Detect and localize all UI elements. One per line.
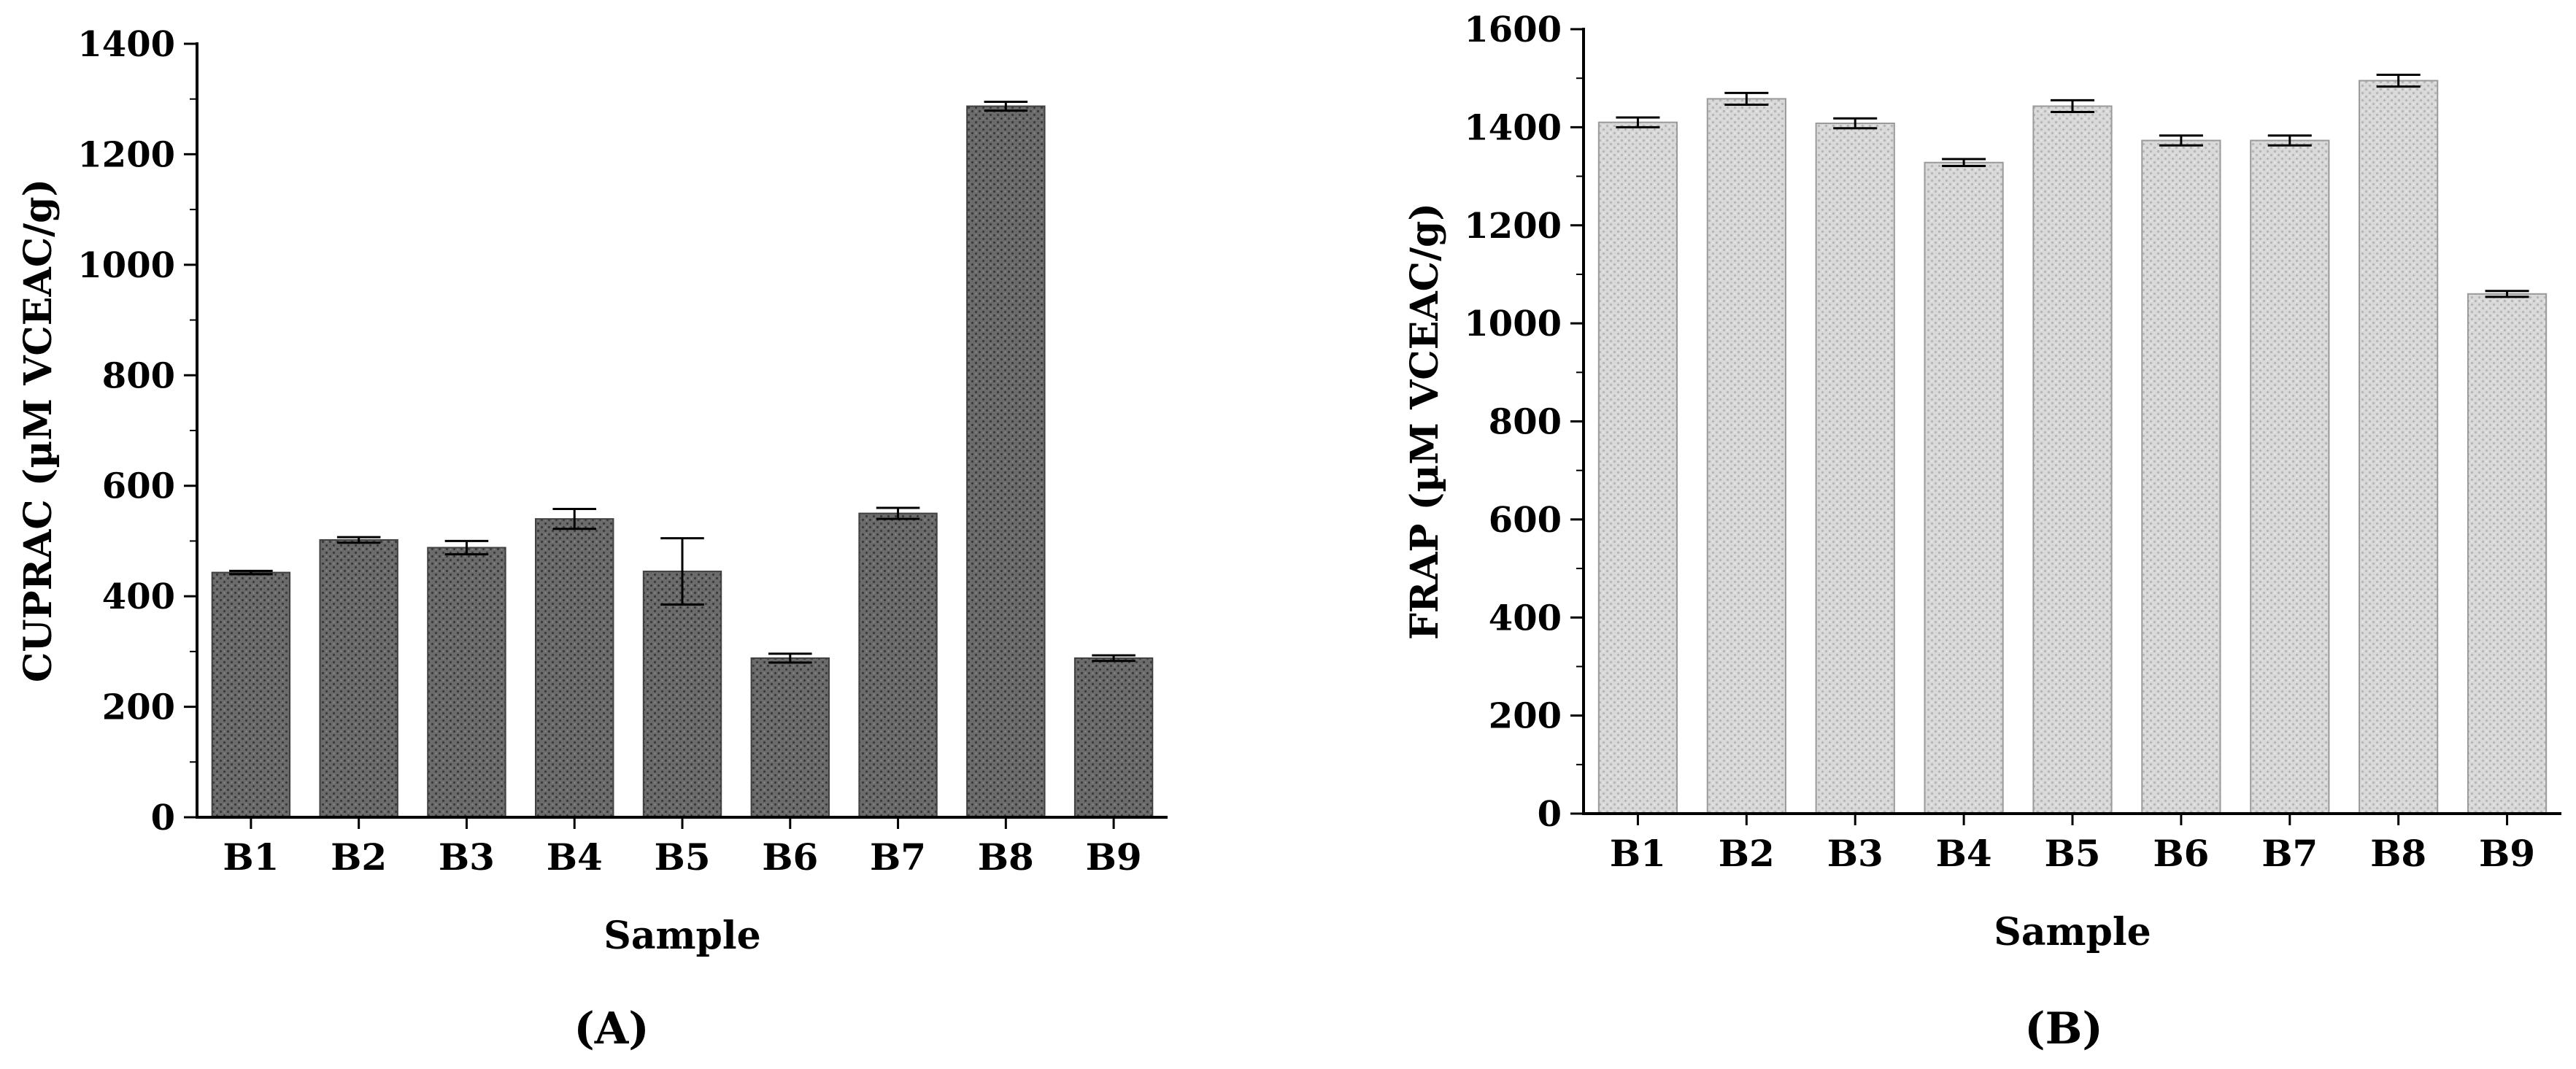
chart-a-y-tick-label: 1200 [77, 134, 175, 175]
chart-a-x-tick-label: B7 [870, 835, 926, 879]
chart-a-bar-B9 [1073, 657, 1154, 819]
chart-b-y-tick-label: 1000 [1464, 304, 1562, 344]
chart-a-y-tick-label: 200 [102, 687, 175, 728]
chart-b-y-tick-label: 1200 [1464, 206, 1562, 247]
chart-b-x-tick-label: B5 [2044, 832, 2100, 875]
chart-a-error-bar-B8 [984, 101, 1028, 112]
chart-a-error-bar-B5 [660, 537, 704, 606]
chart-b-x-tick-label: B6 [2153, 832, 2209, 875]
chart-a-error-bar-B2 [336, 536, 381, 544]
chart-b-bar-B6 [2141, 139, 2221, 814]
chart-b-bar-B1 [1597, 121, 1678, 814]
chart-b-x-tick-label: B3 [1827, 832, 1883, 875]
chart-b-y-tick-label: 600 [1489, 500, 1562, 541]
chart-b-x-tick-label: B9 [2479, 832, 2535, 875]
chart-a-y-tick-label: 1400 [77, 24, 175, 65]
chart-b-error-bar-B3 [1833, 117, 1878, 130]
chart-a-x-tick-label: B3 [439, 835, 495, 879]
chart-b-y-tick-label: 1600 [1464, 9, 1562, 50]
chart-b-bar-B2 [1706, 98, 1786, 814]
chart-a-error-bar-B3 [444, 539, 489, 556]
chart-b-y-tick-label: 400 [1489, 598, 1562, 638]
chart-b-y-tick-label: 800 [1489, 402, 1562, 443]
chart-a-bar-B3 [427, 547, 506, 818]
chart-a-bar-B1 [211, 571, 291, 818]
chart-b-bar-B8 [2359, 80, 2439, 814]
chart-b: B1 B2 B3 B4 B5 B6 B7 B8 B9 0 200 400 600 800 1000 1200 1… [1403, 9, 2561, 954]
chart-b-bar-B5 [2032, 105, 2113, 814]
chart-a-y-tick-label: 1000 [77, 245, 175, 286]
chart-b-x-tick-label: B8 [2370, 832, 2426, 875]
chart-a-y-tick-label: 400 [102, 576, 175, 617]
chart-a-bar-B2 [319, 539, 398, 819]
chart-a-bar-B8 [966, 105, 1046, 819]
chart-b-x-axis-title: Sample [1994, 910, 2151, 954]
chart-a-y-tick-label: 800 [102, 355, 175, 396]
chart-a-x-tick-label: B9 [1086, 835, 1142, 879]
chart-b-bar-B3 [1815, 123, 1895, 814]
chart-a-y-tick-label: 600 [102, 466, 175, 507]
chart-a-y-axis-title: CUPRAC (µM VCEAC/g) [16, 179, 61, 682]
chart-b-x-tick-label: B2 [1719, 832, 1775, 875]
panel-label-a: (A) [574, 1003, 649, 1054]
chart-b-error-bar-B8 [2376, 73, 2421, 88]
chart-a-x-tick-label: B4 [547, 835, 603, 879]
chart-a-x-tick-label: B5 [654, 835, 710, 879]
chart-a-bar-B4 [535, 518, 614, 819]
chart-a-x-tick-label: B1 [223, 835, 279, 879]
chart-b-error-bar-B4 [1942, 158, 1986, 167]
chart-a-y-tick-label: 0 [151, 798, 175, 838]
chart-a-error-bar-B7 [876, 506, 920, 520]
chart-a-x-axis-title: Sample [603, 914, 760, 958]
chart-b-bar-B4 [1924, 161, 2004, 814]
chart-b-y-tick-label: 0 [1538, 794, 1562, 835]
chart-a-x-tick-label: B2 [331, 835, 387, 879]
chart-a-x-tick-label: B6 [762, 835, 818, 879]
chart-a-error-bar-B6 [768, 652, 812, 664]
chart-a: B1 B2 B3 B4 B5 B6 B7 B8 B9 0 200 400 600 800 1000 1200 1… [16, 24, 1168, 958]
chart-a-error-bar-B1 [229, 569, 273, 576]
chart-b-bar-B9 [2467, 293, 2548, 814]
chart-b-error-bar-B9 [2485, 290, 2529, 298]
chart-b-bar-B7 [2250, 139, 2330, 814]
chart-a-bar-B5 [642, 571, 722, 818]
chart-b-error-bar-B7 [2267, 134, 2312, 147]
chart-b-error-bar-B6 [2159, 134, 2203, 147]
panel-label-b: (B) [2024, 1003, 2103, 1054]
chart-a-bar-B6 [750, 657, 830, 819]
chart-a-x-tick-label: B8 [978, 835, 1034, 879]
chart-b-x-tick-label: B7 [2261, 832, 2318, 875]
chart-a-error-bar-B9 [1092, 654, 1135, 663]
chart-b-error-bar-B2 [1724, 91, 1769, 106]
chart-a-error-bar-B4 [552, 508, 597, 530]
chart-b-y-axis-title: FRAP (µM VCEAC/g) [1403, 203, 1447, 640]
chart-b-error-bar-B5 [2050, 99, 2095, 114]
chart-a-bar-B7 [858, 512, 938, 818]
chart-b-y-tick-label: 200 [1489, 696, 1562, 737]
chart-b-x-tick-label: B4 [1936, 832, 1992, 875]
chart-b-error-bar-B1 [1616, 116, 1660, 128]
chart-b-x-tick-label: B1 [1610, 832, 1666, 875]
chart-b-y-tick-label: 1400 [1464, 107, 1562, 148]
